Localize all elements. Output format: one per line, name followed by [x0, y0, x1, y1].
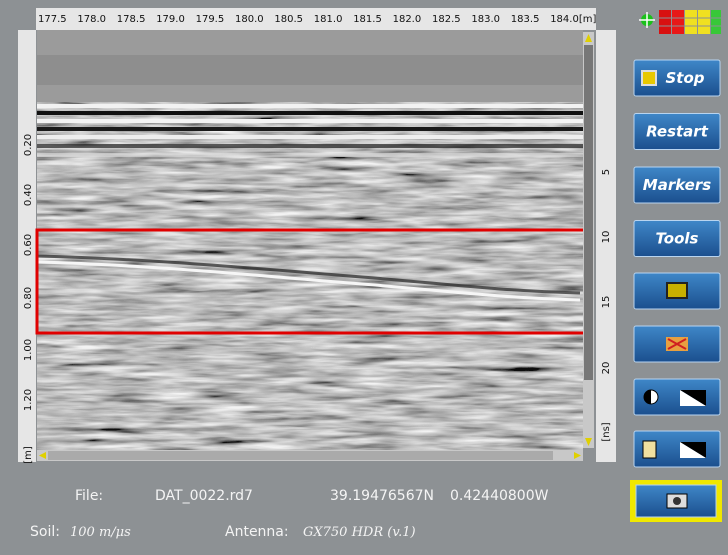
button-label[interactable]: Tools: [656, 230, 699, 248]
depth-axis: [18, 30, 36, 462]
camera-button[interactable]: [630, 480, 722, 522]
status-file-label: File:: [75, 488, 103, 504]
distance-axis: [36, 8, 596, 30]
scroll-thumb[interactable]: [584, 45, 593, 380]
icon-button[interactable]: [633, 378, 721, 416]
status-soil-label: Soil:: [30, 524, 60, 540]
distance-tick-label: 184.0[m]: [550, 14, 596, 25]
scroll-left[interactable]: [39, 452, 46, 459]
button-face[interactable]: [633, 113, 721, 150]
time-tick-label: [ns]: [601, 422, 612, 441]
depth-tick-label: 1.00: [23, 339, 34, 361]
toolbar-button[interactable]: Restart: [633, 113, 721, 150]
distance-tick-label: 180.0: [235, 14, 264, 25]
distance-tick-label: 178.0: [77, 14, 106, 25]
icon-button[interactable]: [633, 430, 721, 468]
time-tick-label: 5: [601, 169, 612, 175]
toolbar-button[interactable]: Markers: [633, 166, 721, 204]
scroll-down[interactable]: [585, 438, 592, 446]
distance-tick-label: 182.5: [432, 14, 461, 25]
status-file: DAT_0022.rd7: [155, 488, 253, 504]
distance-tick-label: 183.5: [511, 14, 540, 25]
button-label[interactable]: Stop: [665, 69, 704, 87]
distance-tick-label: 178.5: [117, 14, 146, 25]
distance-tick-label: 181.5: [353, 14, 382, 25]
status-longitude: 0.42440800W: [450, 488, 549, 504]
distance-tick-label: 177.5: [38, 14, 67, 25]
depth-tick-label: 0.20: [23, 134, 34, 156]
distance-tick-label: 183.0: [471, 14, 500, 25]
h-scroll-thumb[interactable]: [48, 451, 553, 460]
distance-tick-label: 179.5: [196, 14, 225, 25]
toolbar-button[interactable]: Tools: [633, 220, 721, 257]
depth-tick-label: 0.60: [23, 234, 34, 256]
scroll-up[interactable]: [585, 34, 592, 42]
button-face[interactable]: [633, 59, 721, 97]
button-face[interactable]: [633, 220, 721, 257]
distance-tick-label: 179.0: [156, 14, 185, 25]
time-tick-label: 15: [601, 296, 612, 309]
radargram: [35, 30, 589, 450]
status-soil: 100 m/μs: [70, 525, 131, 540]
button-face[interactable]: [633, 166, 721, 204]
status-antenna: GX750 HDR (v.1): [303, 525, 416, 540]
time-axis: [596, 30, 616, 462]
depth-tick-label: 0.80: [23, 287, 34, 309]
depth-tick-label: 0.40: [23, 184, 34, 206]
stop-icon: [641, 70, 657, 86]
scroll-right[interactable]: [574, 452, 581, 459]
button-label[interactable]: Restart: [646, 123, 709, 141]
icon-button[interactable]: [633, 325, 721, 363]
button-label[interactable]: Markers: [643, 176, 711, 194]
status-antenna-label: Antenna:: [225, 524, 289, 540]
depth-tick-label: 1.20: [23, 389, 34, 411]
distance-tick-label: 181.0: [314, 14, 343, 25]
time-tick-label: 10: [601, 231, 612, 244]
time-tick-label: 20: [601, 362, 612, 375]
icon-button[interactable]: [633, 272, 721, 310]
distance-tick-label: 182.0: [393, 14, 422, 25]
distance-tick-label: 180.5: [274, 14, 303, 25]
toolbar-button[interactable]: Stop: [633, 59, 721, 97]
status-latitude: 39.19476567N: [330, 488, 434, 504]
depth-tick-label: [m]: [23, 446, 34, 464]
status-indicator: [639, 10, 721, 34]
